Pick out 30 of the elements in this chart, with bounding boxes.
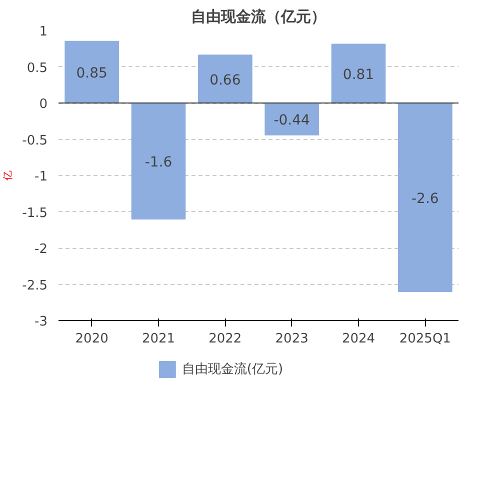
y-tick-label: -2.5 xyxy=(22,278,48,294)
y-tick-label: 0.5 xyxy=(26,60,48,76)
x-tick-label: 2025Q1 xyxy=(399,332,451,346)
data-label: 0.85 xyxy=(76,66,108,82)
bar xyxy=(198,54,252,104)
data-label: -1.6 xyxy=(144,154,172,170)
y-axis-title: 亿 xyxy=(3,170,14,182)
y-tick-label: 0 xyxy=(39,97,48,112)
y-tick-label: -2 xyxy=(34,242,48,257)
y-tick-label: 1 xyxy=(39,24,48,40)
x-tick-label: 2023 xyxy=(275,332,308,346)
x-tick-label: 2024 xyxy=(342,332,376,346)
x-tick-label: 2021 xyxy=(142,332,176,346)
bar xyxy=(398,102,452,292)
bar xyxy=(264,102,319,136)
y-tick-label: -1 xyxy=(34,170,48,184)
y-tick-label: -1.5 xyxy=(22,206,48,221)
data-label: -0.44 xyxy=(274,112,310,128)
bar xyxy=(331,44,386,104)
x-tick-label: 2020 xyxy=(75,332,108,346)
y-tick-label: -0.5 xyxy=(22,133,48,148)
y-tick-label: -3 xyxy=(34,314,48,330)
data-label: 0.66 xyxy=(210,72,241,89)
data-label: -2.6 xyxy=(412,190,439,207)
chart-title: 自由现金流（亿元） xyxy=(191,8,326,26)
bar xyxy=(64,40,119,104)
bar xyxy=(131,102,186,220)
x-tick-label: 2022 xyxy=(208,332,242,346)
data-label: 0.81 xyxy=(342,67,374,84)
legend-label: 自由现金流(亿元) xyxy=(182,361,284,378)
